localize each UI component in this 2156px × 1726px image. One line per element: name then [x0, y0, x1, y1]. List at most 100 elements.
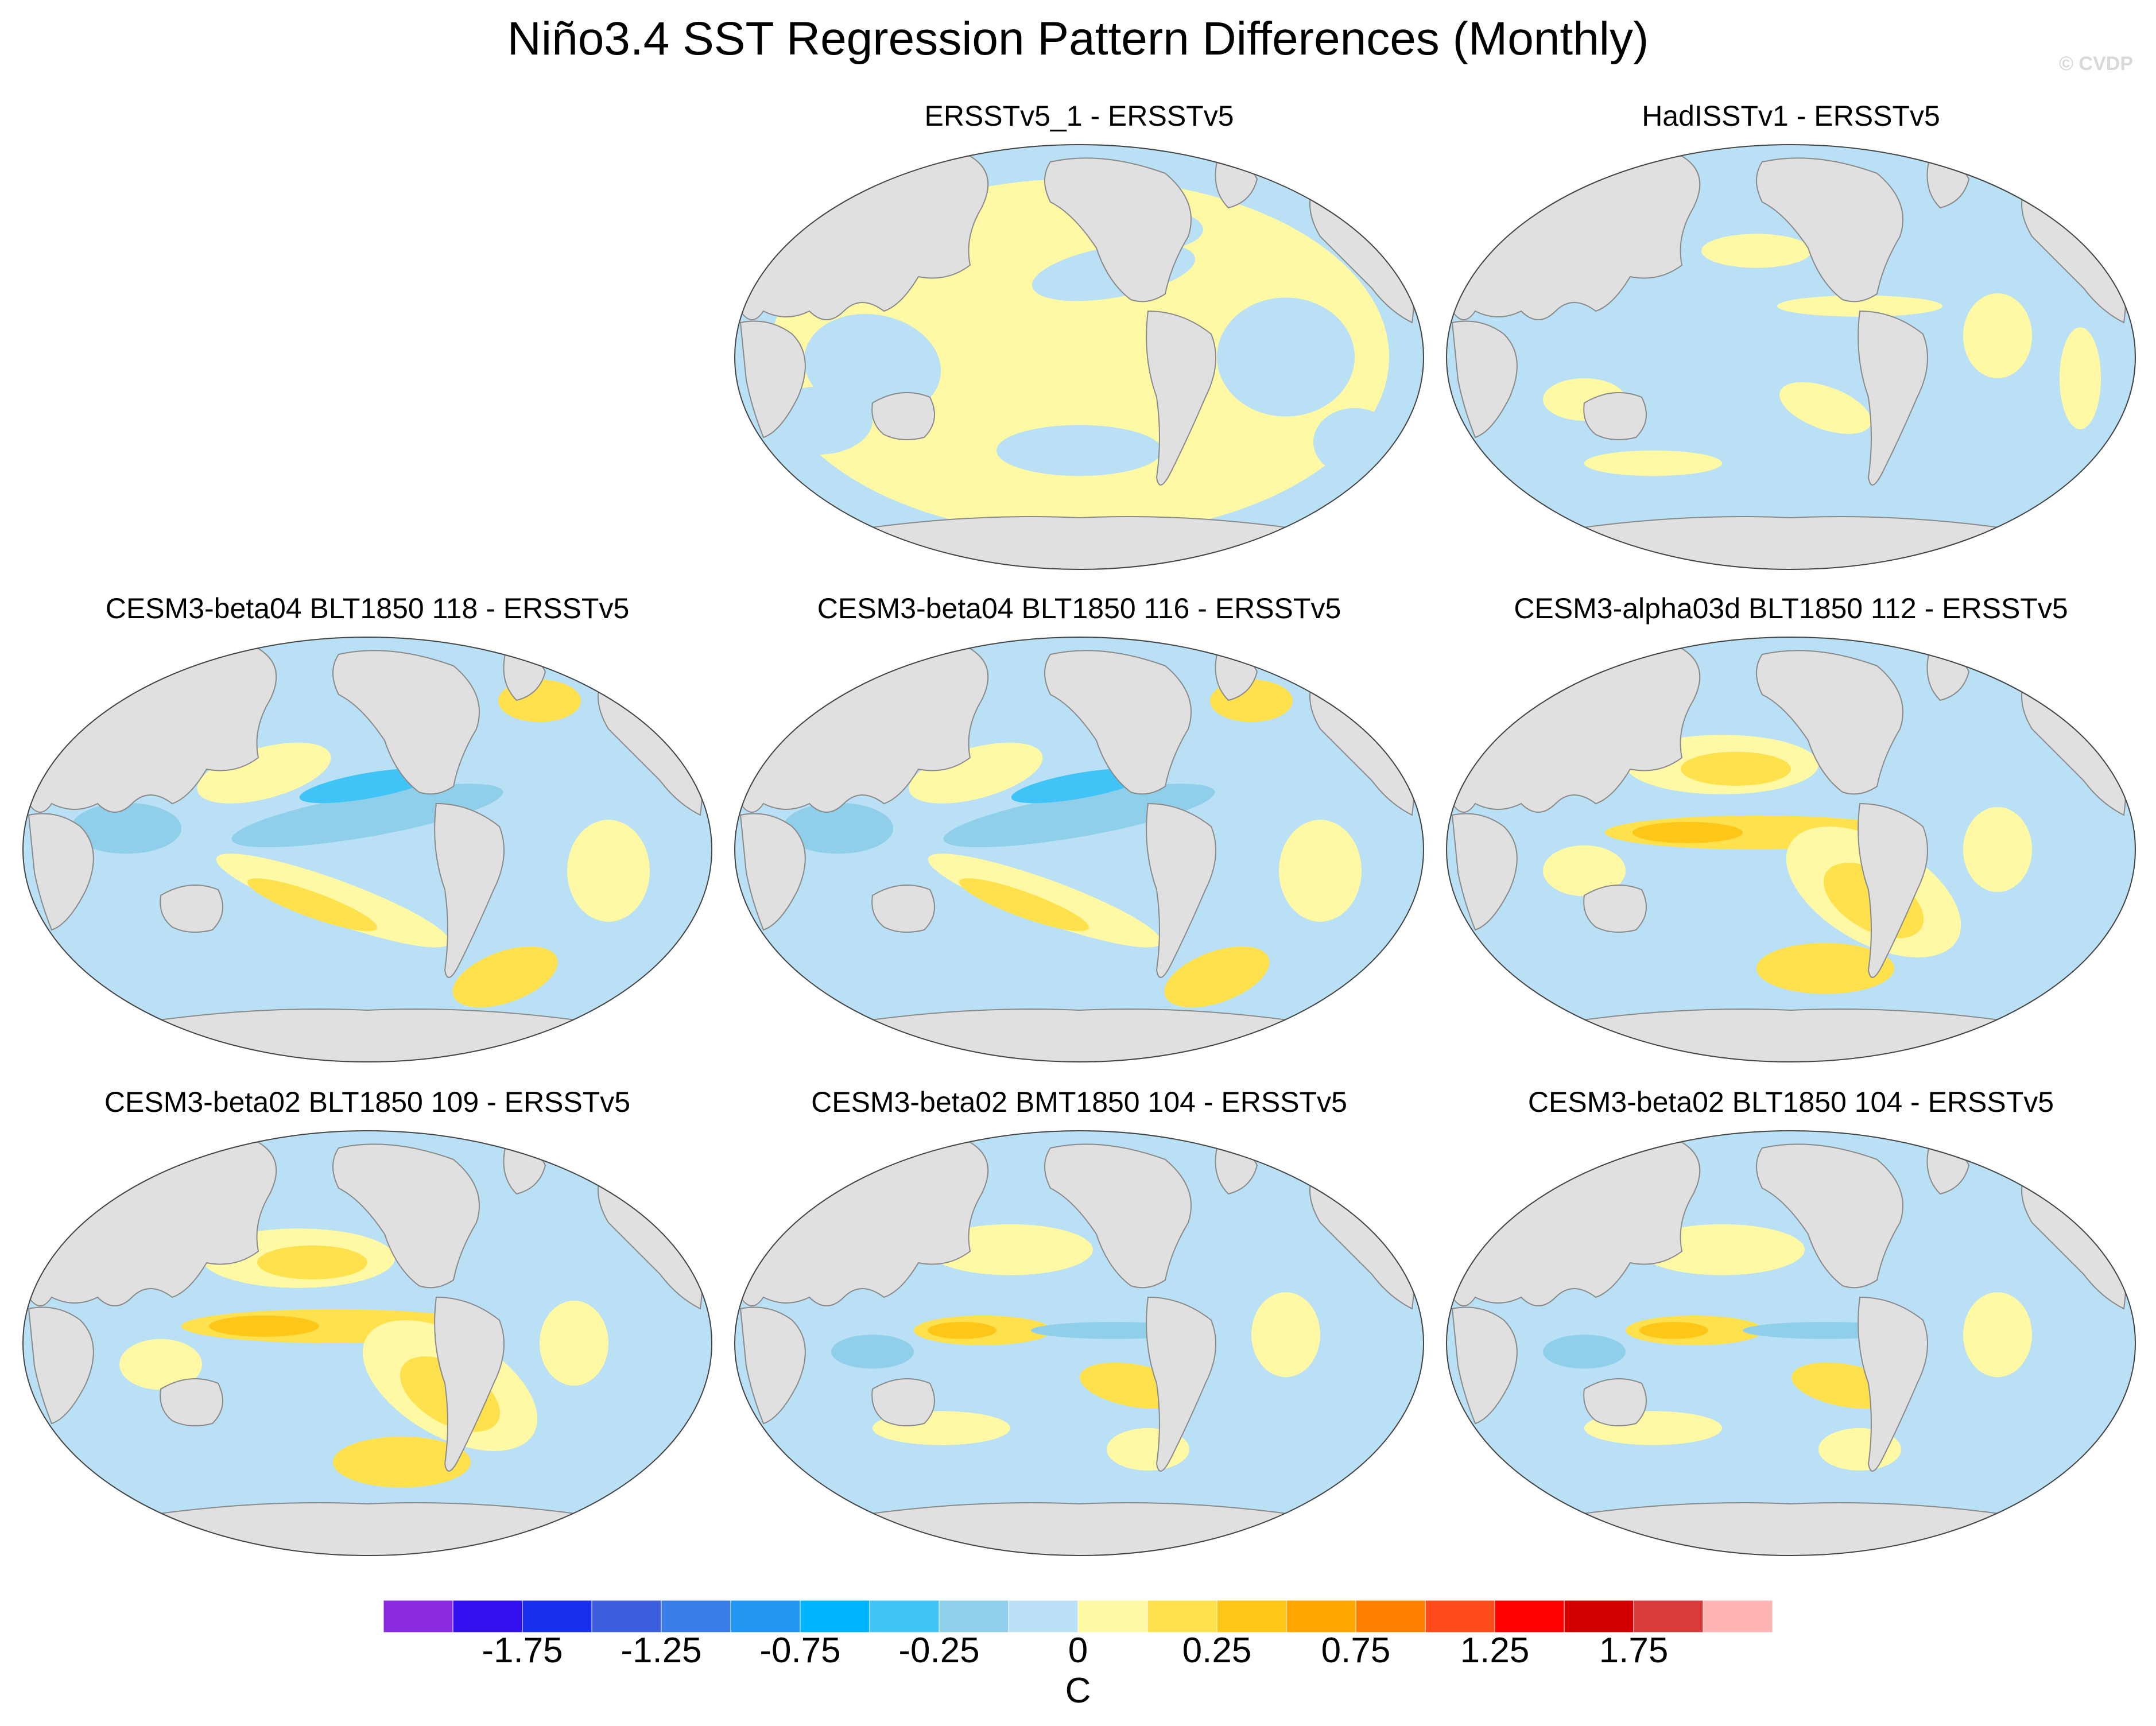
anomaly-region — [928, 1322, 996, 1339]
colorbar-tick-label: -1.75 — [482, 1631, 563, 1670]
map-content — [1447, 1131, 2135, 1556]
north-america-landmass — [1756, 157, 1903, 302]
colorbar-segment — [452, 1600, 523, 1632]
anomaly-region — [1584, 450, 1722, 476]
colorbar-segment — [383, 1600, 453, 1632]
australia-landmass — [1583, 1378, 1647, 1426]
anomaly-region — [1251, 1292, 1320, 1378]
map-content — [1447, 145, 2135, 569]
map-panel: ERSSTv5_1 - ERSSTv5 — [723, 99, 1435, 592]
antarctica-landmass — [107, 1502, 628, 1556]
australia-landmass — [871, 1378, 935, 1426]
colorbar-tick-label: -1.25 — [621, 1631, 702, 1670]
anomaly-region — [831, 1335, 914, 1369]
map-content — [735, 1131, 1424, 1556]
colorbar — [383, 1600, 1773, 1632]
map-panel: CESM3-beta02 BMT1850 104 - ERSSTv5 — [723, 1085, 1435, 1578]
anomaly-region — [1756, 942, 1894, 994]
south-america-landmass — [1858, 1296, 1928, 1472]
africa-landmass — [28, 813, 94, 931]
colorbar-segment — [800, 1600, 870, 1632]
anomaly-region — [197, 742, 331, 804]
anomaly-region — [1681, 751, 1791, 786]
anomaly-region — [1543, 845, 1626, 897]
anomaly-region — [996, 425, 1162, 476]
map-panel: CESM3-beta04 BLT1850 118 - ERSSTv5 — [11, 591, 723, 1085]
map-content — [1447, 637, 2135, 1062]
colorbar-tick-label: 0.25 — [1182, 1631, 1252, 1670]
anomaly-region — [959, 878, 1089, 932]
colorbar-segment — [1008, 1600, 1079, 1632]
south-america-landmass — [1858, 802, 1928, 978]
africa-landmass — [1451, 1306, 1518, 1425]
colorbar-units: C — [1065, 1671, 1091, 1711]
world-map — [734, 637, 1424, 1062]
panel-title: CESM3-alpha03d BLT1850 112 - ERSSTv5 — [1514, 592, 2068, 625]
africa-landmass — [739, 1306, 806, 1425]
anomaly-region — [257, 1245, 367, 1279]
world-map — [1446, 637, 2136, 1062]
anomaly-region — [247, 878, 378, 932]
map-panel: CESM3-beta02 BLT1850 104 - ERSSTv5 — [1435, 1085, 2147, 1578]
colorbar-tick-label: 1.25 — [1460, 1631, 1530, 1670]
map-content — [735, 637, 1424, 1062]
colorbar-segment — [1633, 1600, 1704, 1632]
anomaly-region — [783, 802, 893, 854]
anomaly-region — [1963, 293, 2032, 378]
colorbar-tick-label: 1.75 — [1599, 1631, 1669, 1670]
panel-title: CESM3-beta02 BMT1850 104 - ERSSTv5 — [811, 1086, 1347, 1118]
antarctica-landmass — [1530, 1502, 2052, 1556]
north-america-landmass — [332, 1143, 480, 1289]
antarctica-landmass — [107, 1009, 628, 1062]
figure-title: Niño3.4 SST Regression Pattern Differenc… — [507, 13, 1649, 65]
map-border — [734, 637, 1424, 1062]
colorbar-segment — [1286, 1600, 1356, 1632]
panel-title: CESM3-beta02 BLT1850 104 - ERSSTv5 — [1527, 1086, 2054, 1118]
colorbar-segment — [591, 1600, 662, 1632]
colorbar-tick-label: -0.75 — [759, 1631, 841, 1670]
anomaly-region — [1279, 820, 1362, 922]
map-border — [22, 1130, 712, 1556]
anomaly-region — [299, 768, 436, 804]
anomaly-region — [943, 784, 1215, 848]
colorbar-segment — [730, 1600, 801, 1632]
australia-landmass — [1583, 885, 1647, 933]
south-america-landmass — [1146, 1296, 1216, 1472]
antarctica-landmass — [819, 1009, 1340, 1062]
australia-landmass — [160, 885, 223, 933]
colorbar-segment — [1077, 1600, 1148, 1632]
africa-landmass — [739, 813, 806, 931]
north-america-landmass — [1044, 650, 1192, 795]
map-border — [734, 144, 1424, 570]
anomaly-region — [1779, 382, 1871, 434]
antarctica-landmass — [819, 1502, 1340, 1556]
south-america-landmass — [1146, 802, 1216, 978]
world-map — [734, 1130, 1424, 1556]
colorbar-segment — [1216, 1600, 1287, 1632]
anomaly-region — [1963, 807, 2032, 892]
panel-title: ERSSTv5_1 - ERSSTv5 — [924, 100, 1234, 132]
anomaly-region — [909, 742, 1043, 804]
colorbar-segment — [869, 1600, 940, 1632]
africa-landmass — [739, 320, 806, 439]
colorbar-segment — [522, 1600, 592, 1632]
anomaly-region — [1632, 821, 1743, 843]
north-america-landmass — [1044, 1143, 1192, 1289]
africa-landmass — [1451, 813, 1518, 931]
colorbar-segment — [1494, 1600, 1565, 1632]
australia-landmass — [160, 1378, 223, 1426]
north-america-landmass — [332, 650, 480, 795]
map-panel: CESM3-beta04 BLT1850 116 - ERSSTv5 — [723, 591, 1435, 1085]
australia-landmass — [871, 885, 935, 933]
colorbar-segment — [661, 1600, 731, 1632]
map-panel: CESM3-beta02 BLT1850 109 - ERSSTv5 — [11, 1085, 723, 1578]
panel-title: CESM3-beta04 BLT1850 118 - ERSSTv5 — [105, 592, 630, 625]
antarctica-landmass — [1530, 1009, 2052, 1062]
world-map — [22, 637, 712, 1062]
australia-landmass — [871, 392, 935, 440]
colorbar-tick-label: -0.25 — [898, 1631, 980, 1670]
colorbar-segment — [1147, 1600, 1217, 1632]
north-america-landmass — [1044, 157, 1192, 302]
watermark: © CVDP — [2059, 53, 2133, 75]
colorbar-segment — [1564, 1600, 1634, 1632]
